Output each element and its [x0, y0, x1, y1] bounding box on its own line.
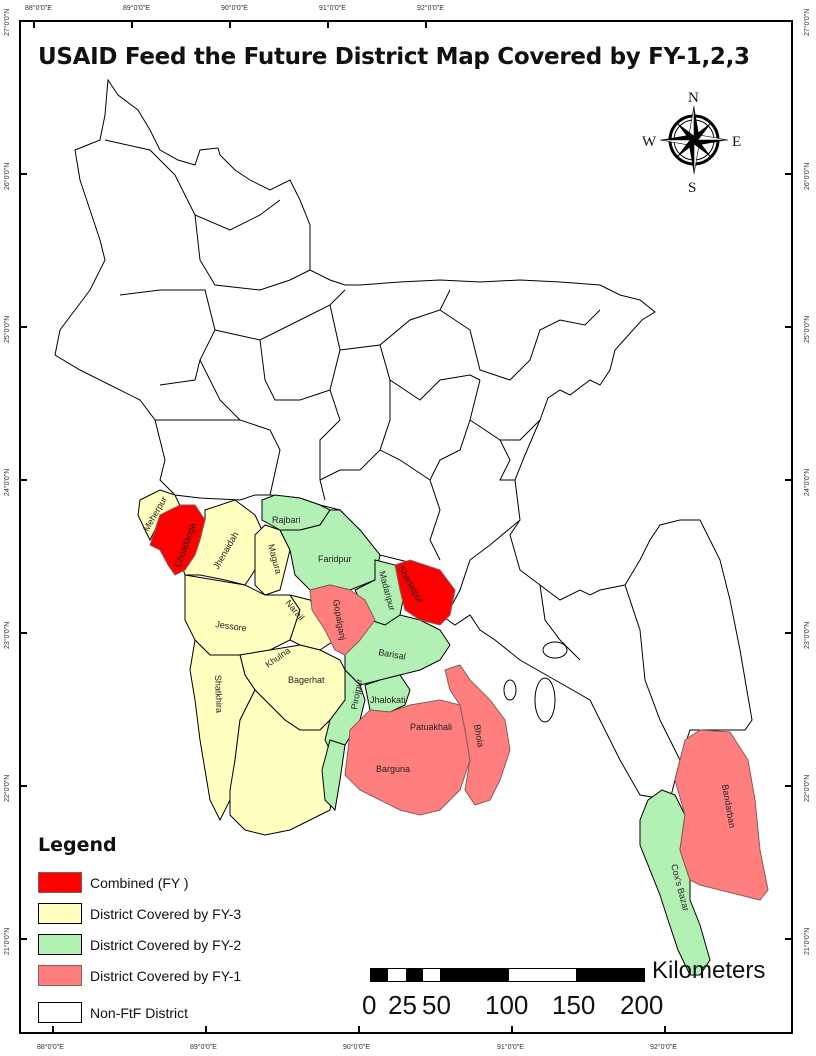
fy1-districts	[309, 584, 769, 901]
legend-item-fy3: District Covered by FY-3	[38, 903, 241, 924]
compass-s: S	[688, 180, 696, 196]
label-jhalokati: Jhalokati	[370, 695, 406, 705]
fy3-districts	[137, 489, 351, 836]
lon-label: 92°0'0"E	[650, 1044, 677, 1051]
label-barguna: Barguna	[376, 764, 410, 774]
lon-label: 90°0'0"E	[343, 1044, 370, 1051]
legend-swatch-non-ftf	[38, 1002, 82, 1023]
lon-label: 91°0'0"E	[319, 5, 346, 12]
lon-label: 91°0'0"E	[497, 1044, 524, 1051]
legend-label: District Covered by FY-1	[90, 967, 242, 984]
legend-item-non-ftf: Non-FtF District	[38, 1002, 188, 1023]
scale-bar	[370, 968, 645, 982]
label-shatkhira: Shatkhira	[213, 675, 224, 713]
map-frame	[19, 20, 793, 1034]
legend-label: District Covered by FY-2	[90, 936, 242, 953]
legend-title: Legend	[38, 834, 117, 856]
fy2-districts	[261, 494, 711, 976]
compass-n: N	[688, 90, 699, 106]
legend-item-combined: Combined (FY )	[38, 872, 189, 893]
label-patuakhali: Patuakhali	[410, 722, 452, 732]
legend-item-fy1: District Covered by FY-1	[38, 965, 241, 986]
map-title: USAID Feed the Future District Map Cover…	[38, 44, 750, 70]
scale-tick: 25	[388, 990, 417, 1020]
scale-tick: 50	[422, 990, 451, 1020]
legend-label: Combined (FY )	[90, 874, 189, 891]
compass-w: W	[642, 134, 657, 150]
compass-letters: N S E W	[642, 90, 741, 196]
frame-ticks	[19, 20, 793, 1034]
lon-label: 90°0'0"E	[221, 5, 248, 12]
lon-label: 92°0'0"E	[417, 5, 444, 12]
lon-label: 89°0'0"E	[123, 5, 150, 12]
lon-label: 89°0'0"E	[190, 1044, 217, 1051]
combined-districts	[149, 504, 456, 626]
scale-tick: 100	[485, 990, 529, 1020]
compass-rose-icon	[659, 105, 729, 175]
label-barisal: Barisal	[378, 647, 407, 662]
legend-label: District Covered by FY-3	[90, 905, 242, 922]
scale-unit: Kilometers	[652, 957, 766, 984]
legend-swatch-fy2	[38, 934, 82, 955]
non-ftf-districts	[54, 78, 753, 801]
lon-label: 88°0'0"E	[37, 1044, 64, 1051]
scale-tick: 150	[552, 990, 596, 1020]
label-bagerhat: Bagerhat	[288, 675, 325, 685]
label-rajbari: Rajbari	[272, 515, 301, 525]
compass-e: E	[732, 134, 741, 150]
coastal-islands	[503, 641, 568, 723]
label-bhola: Bhola	[472, 724, 486, 748]
legend-swatch-fy1	[38, 965, 82, 986]
scale-tick: 200	[620, 990, 664, 1020]
label-faridpur: Faridpur	[318, 554, 352, 564]
lon-label: 88°0'0"E	[25, 5, 52, 12]
legend-item-fy2: District Covered by FY-2	[38, 934, 241, 955]
scale-tick: 0	[362, 990, 377, 1020]
legend-swatch-fy3	[38, 903, 82, 924]
legend-label: Non-FtF District	[90, 1004, 188, 1021]
legend-swatch-combined	[38, 872, 82, 893]
label-jessore: Jessore	[215, 619, 248, 633]
